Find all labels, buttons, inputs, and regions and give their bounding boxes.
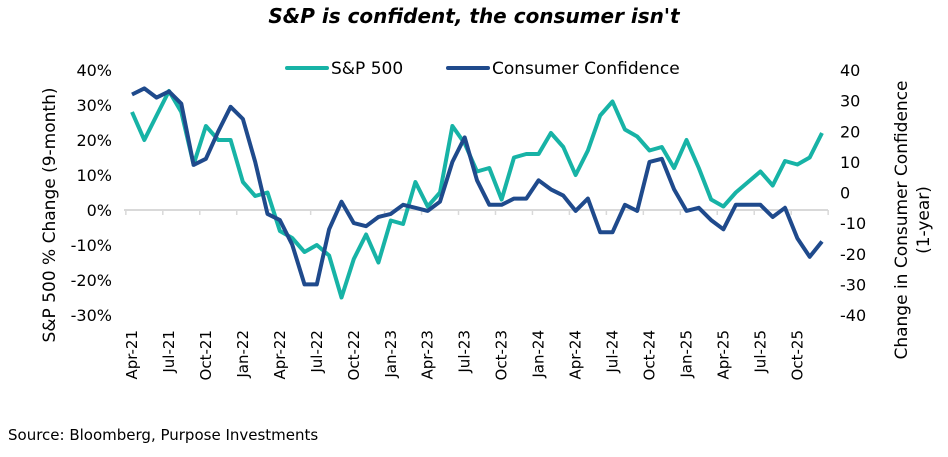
y-tick-label: -20% bbox=[71, 271, 112, 290]
y-axis-title: S&P 500 % Change (9-month) bbox=[40, 88, 60, 343]
x-tick-label: Oct-23 bbox=[493, 330, 511, 380]
x-tick-label: Jan-24 bbox=[530, 330, 548, 379]
x-tick-label: Apr-25 bbox=[714, 330, 732, 380]
series-line-consumer-confidence bbox=[131, 86, 824, 287]
y-tick-label: -30% bbox=[71, 306, 112, 325]
y-tick-label: 10% bbox=[76, 166, 112, 185]
legend-label: S&P 500 bbox=[331, 59, 403, 79]
x-tick-label: Jan-23 bbox=[382, 330, 400, 379]
y2-tick-label: -40 bbox=[840, 306, 866, 325]
x-tick-label: Apr-22 bbox=[271, 330, 289, 380]
y-tick-label: -10% bbox=[71, 236, 112, 255]
x-tick-label: Jan-25 bbox=[677, 330, 695, 379]
y-tick-label: 20% bbox=[76, 131, 112, 150]
x-tick-label: Oct-24 bbox=[641, 330, 659, 380]
x-tick-label: Jul-24 bbox=[604, 330, 622, 374]
x-tick-label: Apr-24 bbox=[567, 330, 585, 380]
x-tick-label: Apr-23 bbox=[419, 330, 437, 380]
y2-tick-label: 30 bbox=[840, 92, 860, 111]
y2-tick-label: -30 bbox=[840, 275, 866, 294]
y2-tick-label: -10 bbox=[840, 214, 866, 233]
y-tick-label: 40% bbox=[76, 61, 112, 80]
y2-axis-title: (1-year) bbox=[914, 186, 934, 254]
y2-tick-label: 20 bbox=[840, 122, 860, 141]
x-tick-label: Jul-21 bbox=[160, 330, 178, 374]
y-tick-label: 30% bbox=[76, 96, 112, 115]
x-tick-label: Jul-25 bbox=[751, 330, 769, 374]
y-tick-label: 0% bbox=[87, 201, 112, 220]
x-tick-label: Oct-21 bbox=[197, 330, 215, 380]
y2-tick-label: 40 bbox=[840, 61, 860, 80]
x-tick-label: Jul-23 bbox=[456, 330, 474, 374]
x-tick-label: Oct-22 bbox=[345, 330, 363, 380]
y2-tick-label: -20 bbox=[840, 245, 866, 264]
x-tick-label: Oct-25 bbox=[788, 330, 806, 380]
source-note: Source: Bloomberg, Purpose Investments bbox=[8, 426, 319, 444]
y2-tick-label: 10 bbox=[840, 153, 860, 172]
x-tick-label: Jul-22 bbox=[308, 330, 326, 374]
y2-tick-label: 0 bbox=[840, 184, 850, 203]
legend-label: Consumer Confidence bbox=[492, 59, 680, 79]
x-tick-label: Apr-21 bbox=[123, 330, 141, 380]
x-tick-label: Jan-22 bbox=[234, 330, 252, 379]
y2-axis-title: Change in Consumer Confidence bbox=[892, 80, 912, 359]
series-line-sp500 bbox=[130, 89, 824, 300]
chart-title: S&P is confident, the consumer isn't bbox=[268, 4, 680, 28]
